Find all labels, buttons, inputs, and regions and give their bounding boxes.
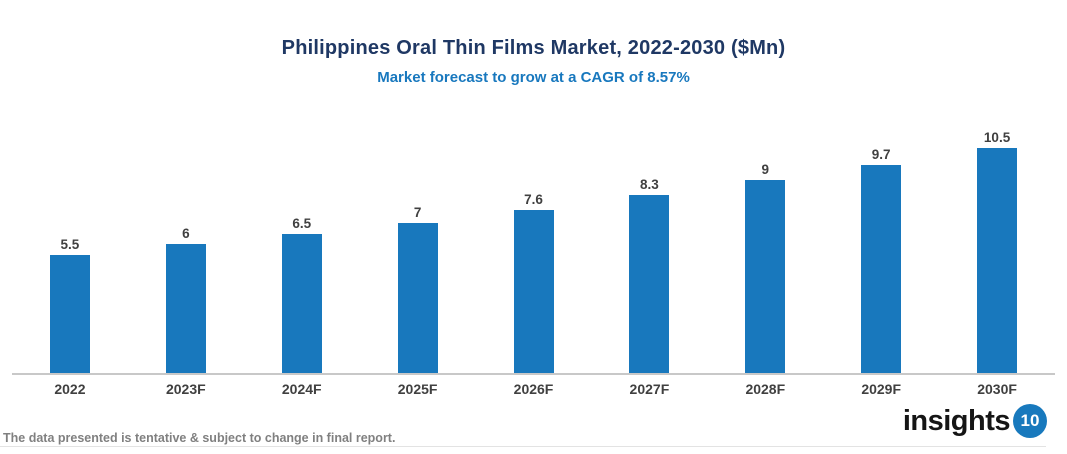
bar [977, 148, 1018, 373]
insights10-logo: insights 10 [903, 404, 1047, 438]
logo-badge: 10 [1013, 404, 1047, 438]
x-axis-label: 2028F [745, 381, 786, 397]
bar-value-label: 7 [413, 205, 422, 220]
bar-value-label: 9.7 [871, 147, 891, 163]
chart-title: Philippines Oral Thin Films Market, 2022… [281, 37, 786, 59]
plot-area: 5.5 6 6.5 7 7.6 8.3 9 9.7 10.5 2022 2023F 2024F 202… [12, 112, 1055, 397]
bar [281, 233, 322, 373]
bar [513, 210, 554, 373]
bar [165, 244, 206, 373]
bar-slot: 8.3 [591, 112, 707, 373]
bar [49, 255, 90, 373]
footer-divider [0, 446, 1046, 447]
bar-value-label: 8.3 [640, 177, 659, 193]
bar-value-label: 7.6 [524, 192, 543, 208]
x-axis-label: 2023F [165, 381, 206, 397]
bar [745, 180, 786, 373]
bar-value-label: 6 [182, 226, 190, 242]
x-axis-labels: 2022 2023F 2024F 2025F 2026F 2027F 2028F 2029F 2… [12, 375, 1055, 397]
bar [861, 165, 902, 373]
bar-slot: 9 [707, 112, 823, 373]
bar [629, 195, 670, 373]
bar-value-label: 10.5 [983, 130, 1011, 145]
bar [397, 223, 438, 373]
bar-slot: 9.7 [823, 112, 939, 373]
x-axis-label: 2025F [397, 381, 438, 397]
chart-subtitle: Market forecast to grow at a CAGR of 8.5… [377, 69, 690, 86]
bar-slot: 7 [360, 112, 476, 373]
bar-value-label: 9 [761, 162, 770, 178]
bar-slot: 10.5 [939, 112, 1055, 373]
footer-disclaimer: The data presented is tentative & subjec… [3, 431, 396, 445]
x-axis-label: 2024F [281, 381, 322, 397]
bar-value-label: 6.5 [292, 215, 312, 231]
bar-slot: 6 [128, 112, 244, 373]
bar-slot: 5.5 [12, 112, 128, 373]
x-axis-label: 2022 [54, 381, 86, 397]
x-axis-label: 2027F [629, 381, 670, 397]
bar-value-label: 5.5 [60, 237, 80, 253]
bar-slot: 7.6 [476, 112, 592, 373]
x-axis-label: 2029F [861, 381, 902, 397]
x-axis-label: 2030F [977, 381, 1017, 397]
logo-text: insights [902, 404, 1011, 437]
bar-slot: 6.5 [244, 112, 360, 373]
x-axis-label: 2026F [513, 381, 554, 397]
bars-container: 5.5 6 6.5 7 7.6 8.3 9 9.7 10.5 [12, 112, 1055, 375]
